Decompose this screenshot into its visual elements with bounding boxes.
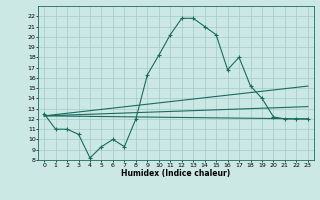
X-axis label: Humidex (Indice chaleur): Humidex (Indice chaleur) bbox=[121, 169, 231, 178]
